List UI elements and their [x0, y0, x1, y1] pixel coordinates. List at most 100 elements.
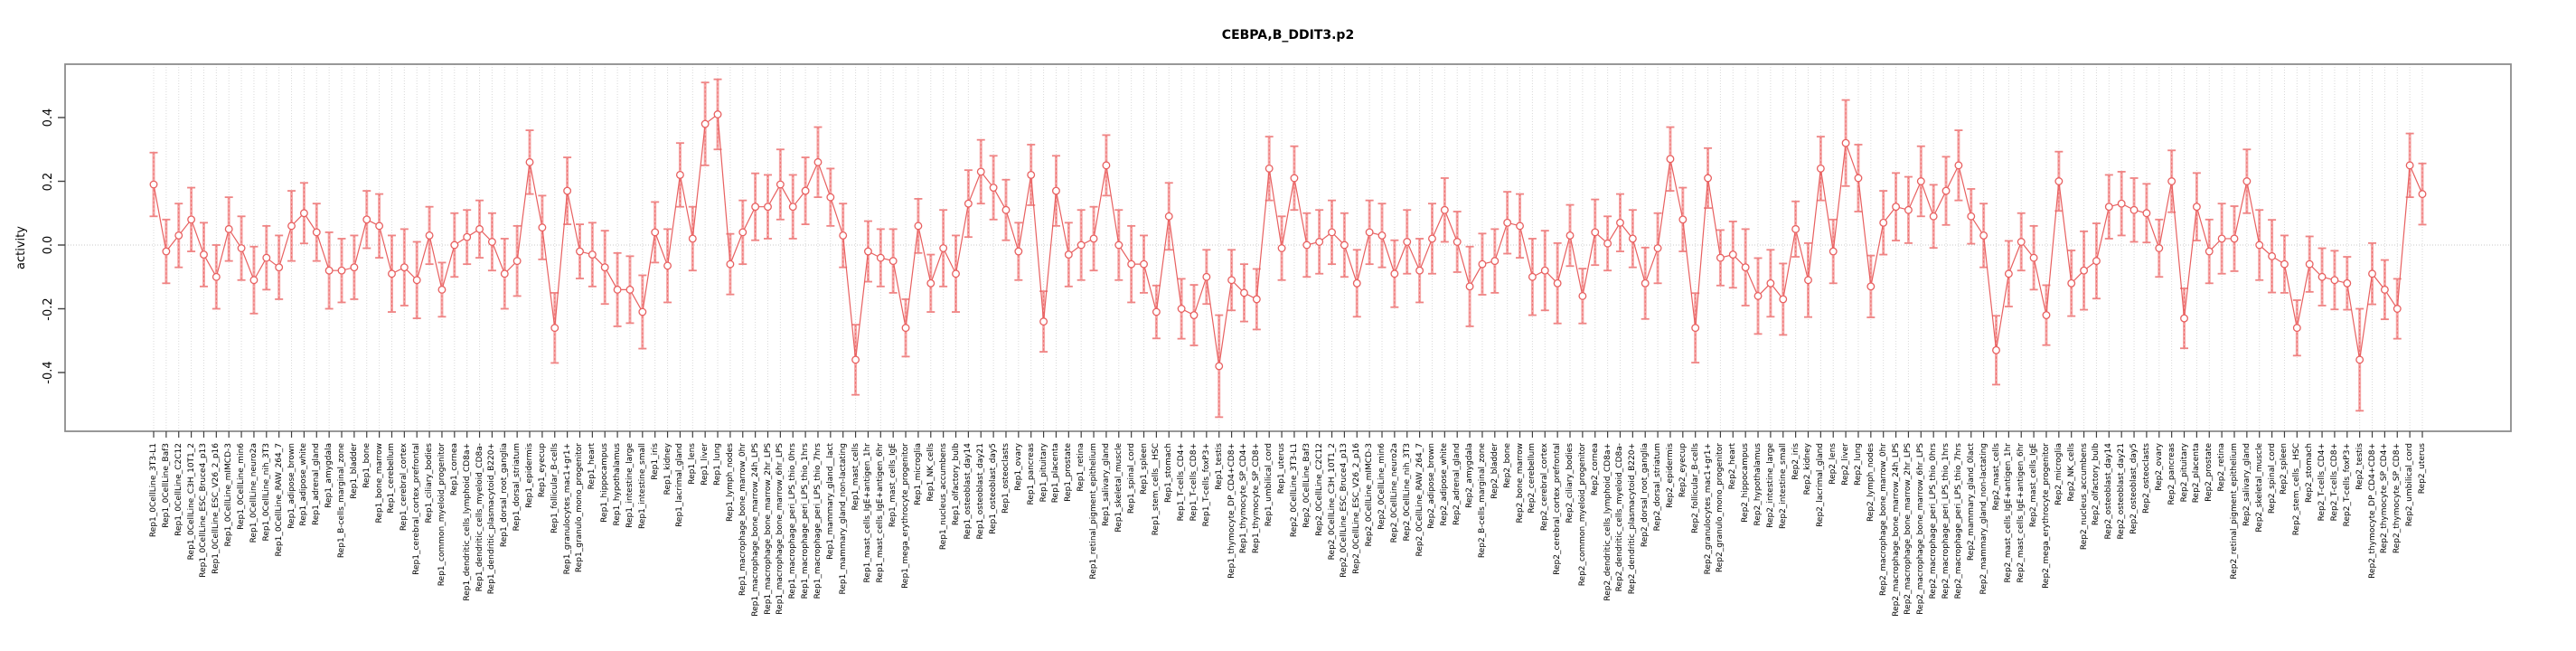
data-point-marker	[813, 157, 823, 166]
data-point-marker	[1052, 186, 1060, 195]
x-tick-label: Rep2_amygdala	[1465, 443, 1475, 508]
x-tick-label: Rep2_adrenal_gland	[1453, 443, 1462, 525]
data-point-marker	[1728, 250, 1737, 259]
data-point-marker	[475, 224, 484, 233]
data-point-marker	[1854, 174, 1863, 183]
x-tick-label: Rep2_pancreas	[2167, 443, 2176, 505]
data-point-marker	[1340, 241, 1349, 250]
x-tick-label: Rep2_mammary_gland_0lact	[1966, 443, 1976, 561]
data-point-marker	[964, 199, 973, 208]
data-point-marker	[888, 257, 898, 266]
data-point-marker	[764, 203, 772, 212]
data-point-marker	[863, 247, 872, 256]
data-point-marker	[275, 263, 284, 272]
data-point-marker	[1904, 205, 1913, 214]
x-tick-label: Rep2_hippocampus	[1741, 443, 1751, 523]
x-tick-label: Rep1_lung	[713, 443, 723, 486]
data-point-marker	[2268, 251, 2277, 260]
x-tick-label: Rep2_spleen	[2280, 443, 2289, 495]
data-point-marker	[1704, 174, 1713, 183]
x-tick-label: Rep2_epidermis	[1665, 443, 1675, 508]
data-point-marker	[2192, 203, 2201, 212]
data-point-marker	[1979, 231, 1988, 240]
x-tick-label: Rep1_pituitary	[1039, 443, 1048, 503]
data-point-marker	[1816, 164, 1825, 173]
x-tick-label: Rep1_intestine_small	[637, 443, 647, 530]
x-tick-label: Rep2_macrophage_bone_marrow_6hr_LPS	[1916, 443, 1926, 615]
x-tick-label: Rep1_thymocyte_SP_CD8+	[1252, 443, 1262, 554]
x-tick-label: Rep1_thymocyte_DP_CD4+CD8+	[1227, 443, 1236, 579]
data-point-marker	[1290, 174, 1299, 183]
data-point-marker	[1879, 218, 1888, 227]
y-tick-label: 0.0	[42, 235, 55, 255]
data-point-marker	[1453, 238, 1462, 246]
x-tick-label: Rep2_skeletal_muscle	[2254, 443, 2264, 533]
data-point-marker	[1678, 215, 1688, 224]
x-tick-label: Rep2_osteoblast_day5	[2129, 443, 2139, 534]
data-point-marker	[187, 215, 196, 224]
data-point-marker	[1540, 266, 1549, 275]
data-point-marker	[1716, 253, 1725, 262]
data-point-marker	[525, 157, 534, 166]
x-tick-label: Rep1_nucleus_accumbens	[938, 443, 948, 551]
x-tick-label: Rep2_B-cells_marginal_zone	[1477, 443, 1487, 559]
data-point-marker	[538, 223, 547, 232]
data-point-marker	[1164, 212, 1173, 221]
x-tick-label: Rep1_eyecup	[537, 443, 547, 498]
x-tick-label: Rep2_ovary	[2154, 443, 2164, 491]
data-point-marker	[1741, 263, 1750, 272]
data-point-marker	[901, 324, 910, 333]
x-tick-label: Rep2_T-cells_CD8+	[2329, 443, 2339, 522]
data-point-marker	[2405, 161, 2414, 170]
data-point-marker	[675, 170, 684, 179]
data-point-marker	[876, 253, 885, 262]
data-point-marker	[1916, 177, 1925, 185]
x-tick-label: Rep1_0CellLine_RAW_264_7	[274, 443, 284, 557]
data-point-marker	[1892, 203, 1901, 212]
data-point-marker	[788, 203, 797, 212]
data-point-marker	[851, 355, 860, 364]
x-tick-label: Rep2_stomach	[2305, 443, 2315, 503]
data-point-marker	[1967, 212, 1976, 221]
x-tick-label: Rep2_microglia	[2054, 443, 2064, 505]
x-tick-label: Rep1_macrophage_peri_LPS_thio_0hrs	[788, 443, 798, 599]
data-point-marker	[588, 250, 597, 259]
data-point-marker	[400, 263, 409, 272]
data-point-marker	[1565, 231, 1575, 240]
data-point-marker	[2242, 177, 2252, 185]
x-tick-label: Rep1_mammary_gland_non-lactating	[838, 443, 848, 595]
data-point-marker	[926, 278, 935, 288]
x-tick-label: Rep1_microglia	[913, 443, 923, 505]
x-tick-label: Rep2_macrophage_peri_LPS_thio_0hrs	[1929, 443, 1939, 599]
x-tick-label: Rep1_macrophage_bone_marrow_6hr_LPS	[776, 443, 785, 615]
x-tick-label: Rep1_macrophage_bone_marrow_2hr_LPS	[763, 443, 773, 615]
data-point-marker	[2104, 203, 2113, 212]
x-tick-label: Rep2_macrophage_bone_marrow_24h_LPS	[1891, 443, 1901, 617]
x-tick-label: Rep2_eyecup	[1678, 443, 1688, 498]
data-point-marker	[324, 266, 334, 275]
data-point-marker	[1302, 241, 1312, 250]
x-tick-label: Rep1_mast_cells_IgE	[888, 443, 898, 528]
data-point-marker	[1152, 307, 1161, 316]
x-tick-label: Rep2_0CellLine_RAW_264_7	[1415, 443, 1424, 557]
x-tick-label: Rep2_placenta	[2192, 443, 2202, 504]
x-tick-label: Rep1_pancreas	[1026, 443, 1036, 505]
x-tick-label: Rep1_salivary_gland	[1101, 443, 1111, 527]
data-point-marker	[2343, 278, 2352, 288]
data-point-marker	[2042, 311, 2051, 319]
x-tick-label: Rep2_macrophage_bone_marrow_2hr_LPS	[1904, 443, 1913, 615]
x-tick-label: Rep2_osteoclasts	[2141, 443, 2151, 514]
data-point-marker	[487, 238, 496, 246]
x-tick-label: Rep1_macrophage_peri_LPS_thio_7hrs	[813, 443, 823, 599]
x-tick-label: Rep1_osteoblast_day14	[964, 443, 973, 540]
x-tick-label: Rep2_NK_cells	[2066, 443, 2076, 502]
x-tick-label: Rep2_cerebral_cortex_prefrontal	[1553, 443, 1563, 575]
data-point-marker	[1264, 164, 1274, 173]
x-tick-label: Rep1_lacrimal_gland	[675, 443, 685, 527]
data-point-marker	[1653, 244, 1662, 252]
data-point-marker	[1804, 276, 1812, 285]
data-point-marker	[1177, 305, 1186, 313]
y-tick-label: 0.4	[42, 108, 55, 127]
x-tick-label: Rep2_iris	[1791, 443, 1800, 480]
